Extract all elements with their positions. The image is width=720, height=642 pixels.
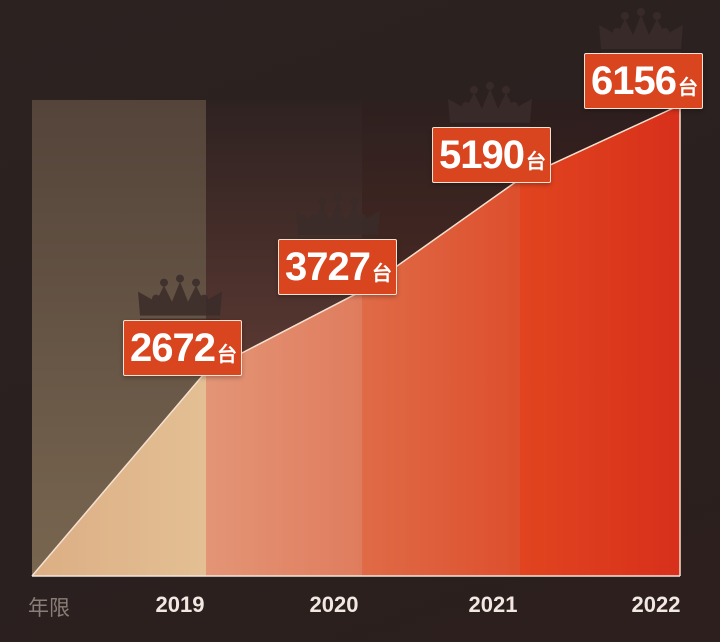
area-segment-2022 — [520, 105, 680, 576]
data-label-2021: 5190 台 — [432, 126, 551, 183]
data-label-value: 6156 — [591, 59, 677, 103]
data-label-unit: 台 — [216, 343, 237, 366]
x-tick-label-2020: 2020 — [309, 592, 359, 617]
crown-icon — [599, 8, 683, 58]
data-label-2020: 3727 台 — [278, 238, 397, 295]
area-segment-2021 — [362, 178, 520, 576]
x-tick-label-2022: 2022 — [631, 592, 681, 617]
data-label-value: 5190 — [439, 132, 525, 177]
data-label-value: 2672 — [130, 325, 216, 370]
data-label-unit: 台 — [677, 77, 698, 99]
series-line — [31, 103, 681, 577]
x-tick-label-2021: 2021 — [468, 592, 518, 617]
area-segment-2020 — [206, 290, 362, 576]
data-label-2022: 6156 台 — [584, 53, 703, 109]
data-label-unit: 台 — [525, 150, 546, 173]
data-label-2019: 2672 台 — [123, 319, 242, 376]
x-axis-title: 年限 — [28, 597, 70, 620]
x-tick-label-2019: 2019 — [155, 592, 205, 617]
data-label-unit: 台 — [371, 262, 392, 285]
data-label-value: 3727 — [285, 244, 371, 289]
